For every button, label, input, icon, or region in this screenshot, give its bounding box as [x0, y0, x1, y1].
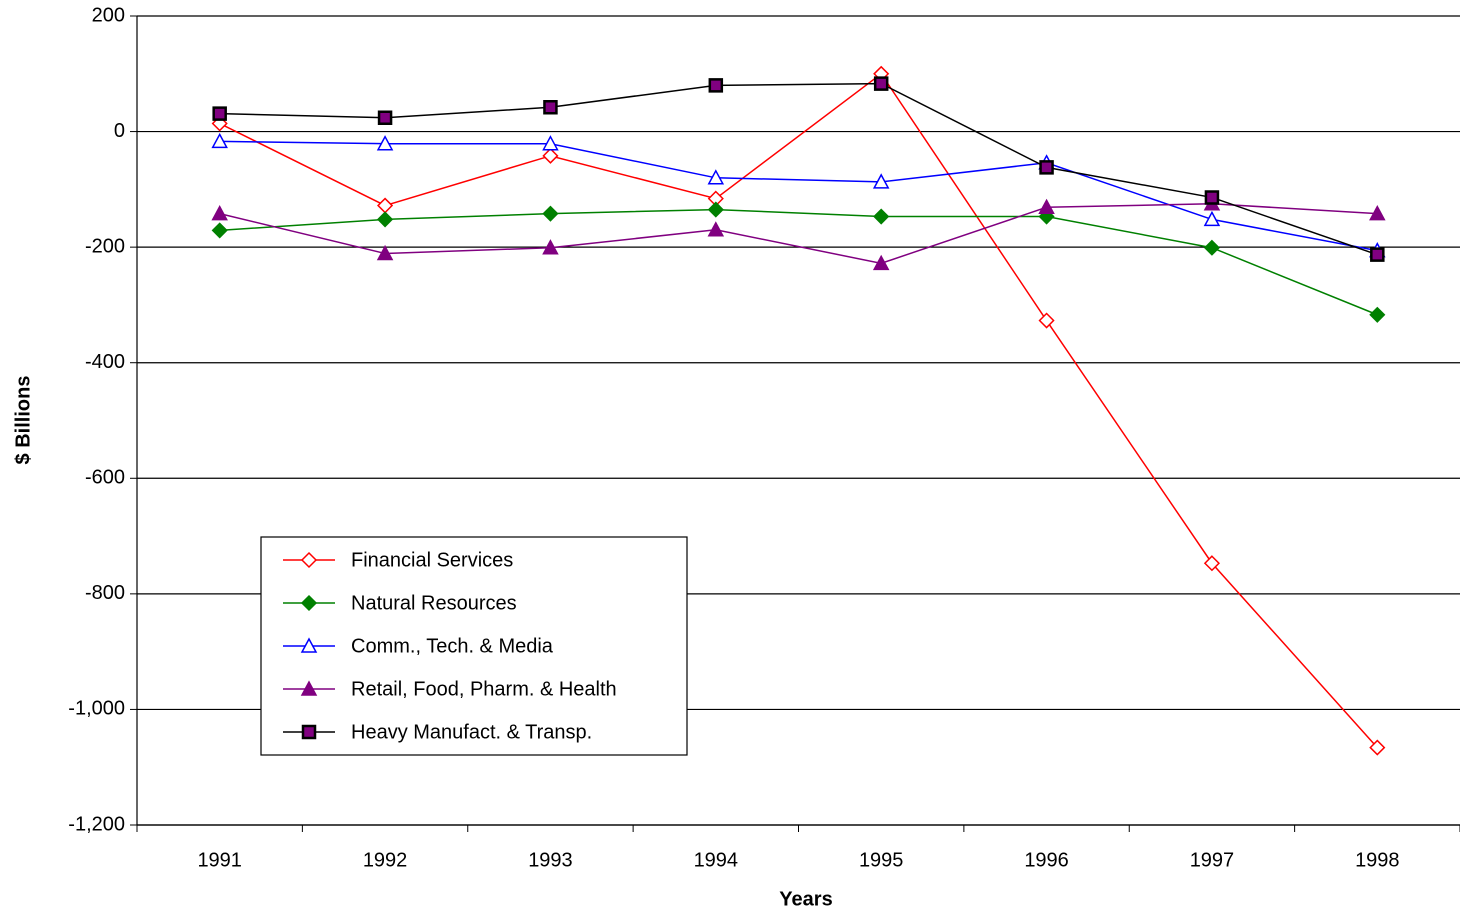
x-tick-label: 1992: [363, 849, 408, 871]
data-point: [1038, 198, 1055, 215]
legend-marker: [300, 680, 318, 696]
legend-label: Retail, Food, Pharm. & Health: [351, 678, 617, 700]
y-tick-label: -800: [85, 582, 125, 604]
legend-marker: [300, 594, 318, 612]
legend-label: Natural Resources: [351, 592, 517, 614]
y-tick-label: -1,200: [68, 813, 125, 835]
data-point: [377, 110, 393, 125]
x-tick-label: 1993: [528, 849, 573, 871]
series-line: [219, 208, 1378, 316]
data-point: [1203, 555, 1220, 572]
y-tick-label: 200: [92, 4, 125, 26]
data-point: [542, 239, 559, 255]
data-point: [872, 254, 890, 271]
y-tick-label: -1,000: [68, 698, 125, 720]
x-tick-label: 1998: [1355, 849, 1400, 871]
data-point: [707, 201, 724, 218]
data-point: [376, 244, 394, 261]
data-point: [542, 135, 559, 151]
x-tick-label: 1996: [1024, 849, 1069, 871]
data-point: [1369, 205, 1386, 221]
data-point: [707, 169, 725, 185]
x-axis-title: Years: [779, 888, 832, 910]
x-tick-label: 1991: [197, 849, 242, 871]
data-point: [707, 221, 725, 237]
data-point: [1369, 306, 1386, 323]
data-point: [1204, 190, 1220, 205]
series-line: [219, 82, 1378, 256]
y-tick-label: 0: [114, 120, 125, 142]
data-point: [377, 197, 394, 214]
data-point: [1203, 239, 1220, 256]
x-tick-label: 1995: [859, 849, 904, 871]
data-point: [211, 132, 228, 149]
series-line: [219, 140, 1378, 252]
data-point: [211, 205, 228, 221]
data-point: [872, 173, 890, 189]
y-tick-label: -200: [85, 235, 125, 257]
data-point: [543, 100, 558, 115]
legend-label: Heavy Manufact. & Transp.: [351, 721, 592, 743]
data-point: [376, 135, 394, 151]
data-point: [708, 78, 724, 93]
legend-label: Comm., Tech. & Media: [351, 635, 554, 657]
legend-marker: [300, 637, 318, 653]
data-point: [542, 147, 559, 164]
data-point: [873, 208, 890, 225]
y-axis-title: $ Billions: [12, 376, 34, 465]
data-point: [377, 211, 394, 228]
legend-marker: [300, 551, 318, 569]
legend-marker: [301, 724, 317, 740]
data-point: [1039, 160, 1054, 175]
x-tick-label: 1994: [694, 849, 739, 871]
data-point: [212, 106, 227, 121]
data-point: [542, 205, 559, 222]
y-tick-label: -600: [85, 467, 125, 489]
data-point: [873, 76, 889, 91]
y-tick-label: -400: [85, 351, 125, 373]
legend-label: Financial Services: [351, 549, 513, 571]
data-point: [1370, 247, 1385, 262]
data-point: [211, 222, 228, 239]
series-line: [219, 203, 1378, 265]
data-point: [1038, 312, 1055, 329]
data-point: [1369, 739, 1386, 756]
series-line: [219, 72, 1378, 749]
x-tick-label: 1997: [1190, 849, 1235, 871]
data-point: [1203, 210, 1221, 227]
